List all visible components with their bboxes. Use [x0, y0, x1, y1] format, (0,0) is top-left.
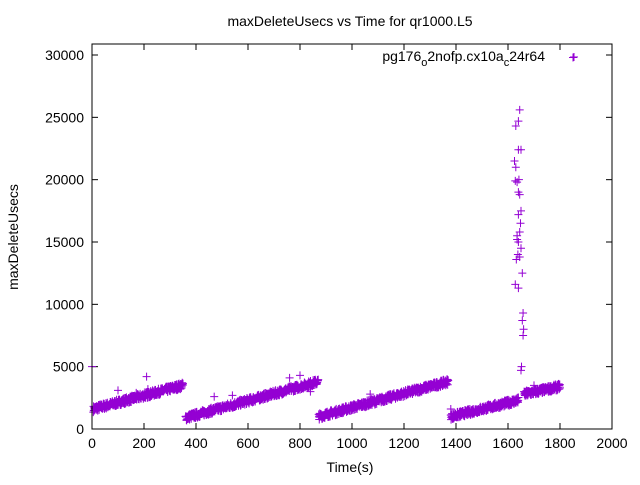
x-axis-label: Time(s) — [327, 459, 374, 475]
outlier-point — [296, 371, 304, 380]
outlier-point — [530, 381, 538, 390]
data-point — [314, 375, 323, 384]
y-tick-label: 30000 — [45, 47, 84, 63]
outlier-point — [511, 122, 520, 131]
y-tick-label: 10000 — [45, 296, 84, 312]
outlier-point — [519, 331, 528, 340]
outlier-point — [516, 219, 525, 228]
data-points — [88, 53, 577, 425]
outlier-point — [514, 175, 523, 184]
y-axis-label: maxDeleteUsecs — [5, 184, 21, 290]
outlier-point — [366, 390, 375, 399]
x-tick-label: 2000 — [596, 435, 627, 451]
axis-ticks: 0 200 400 600 800 1000 1200 1400 1600 1800 2000050… — [45, 44, 628, 451]
outlier-point — [285, 373, 294, 382]
outlier-point — [514, 284, 523, 293]
data-point — [179, 379, 187, 388]
outlier-point — [517, 244, 525, 253]
outlier-point — [515, 105, 524, 114]
outlier-point — [513, 235, 522, 244]
outlier-point — [114, 386, 122, 395]
legend-marker — [570, 53, 578, 61]
x-tick-label: 1600 — [492, 435, 523, 451]
outlier-point — [510, 156, 519, 165]
x-tick-label: 400 — [184, 435, 208, 451]
outlier-point — [519, 309, 528, 318]
y-tick-label: 5000 — [53, 359, 84, 375]
legend-label: pg176o2nofp.cx10ac24r64 — [382, 48, 545, 69]
x-tick-label: 800 — [288, 435, 312, 451]
x-tick-label: 0 — [88, 435, 96, 451]
outlier-point — [514, 210, 523, 219]
outlier-point — [514, 117, 523, 126]
data-point — [514, 393, 523, 402]
x-tick-label: 1400 — [440, 435, 471, 451]
outlier-point — [518, 316, 527, 325]
x-tick-label: 600 — [236, 435, 260, 451]
y-tick-label: 0 — [76, 421, 84, 437]
outlier-point — [519, 325, 528, 334]
outlier-point — [132, 388, 141, 397]
outlier-point — [518, 269, 527, 278]
chart-title: maxDeleteUsecs vs Time for qr1000.L5 — [227, 13, 472, 29]
plot-frame — [91, 43, 613, 430]
outlier-point — [517, 362, 526, 371]
outlier-point — [142, 372, 151, 381]
x-tick-label: 1800 — [544, 435, 575, 451]
outlier-point — [517, 145, 525, 154]
outlier-point — [316, 412, 325, 421]
outlier-point — [515, 252, 524, 261]
data-point — [444, 376, 453, 385]
outlier-point — [511, 163, 520, 172]
y-tick-label: 20000 — [45, 172, 84, 188]
outlier-point — [306, 387, 315, 396]
y-tick-label: 25000 — [45, 109, 84, 125]
data-point — [556, 383, 564, 392]
outlier-point — [517, 366, 525, 375]
x-tick-label: 1200 — [388, 435, 419, 451]
outlier-point — [515, 190, 524, 199]
outlier-point — [210, 392, 219, 401]
y-tick-label: 15000 — [45, 234, 84, 250]
x-tick-label: 200 — [132, 435, 156, 451]
outlier-point — [143, 385, 152, 394]
x-tick-label: 1000 — [336, 435, 367, 451]
outlier-point — [228, 391, 237, 400]
legend-plus-icon — [570, 53, 578, 61]
outlier-point — [446, 405, 455, 414]
outlier-point — [511, 176, 520, 185]
